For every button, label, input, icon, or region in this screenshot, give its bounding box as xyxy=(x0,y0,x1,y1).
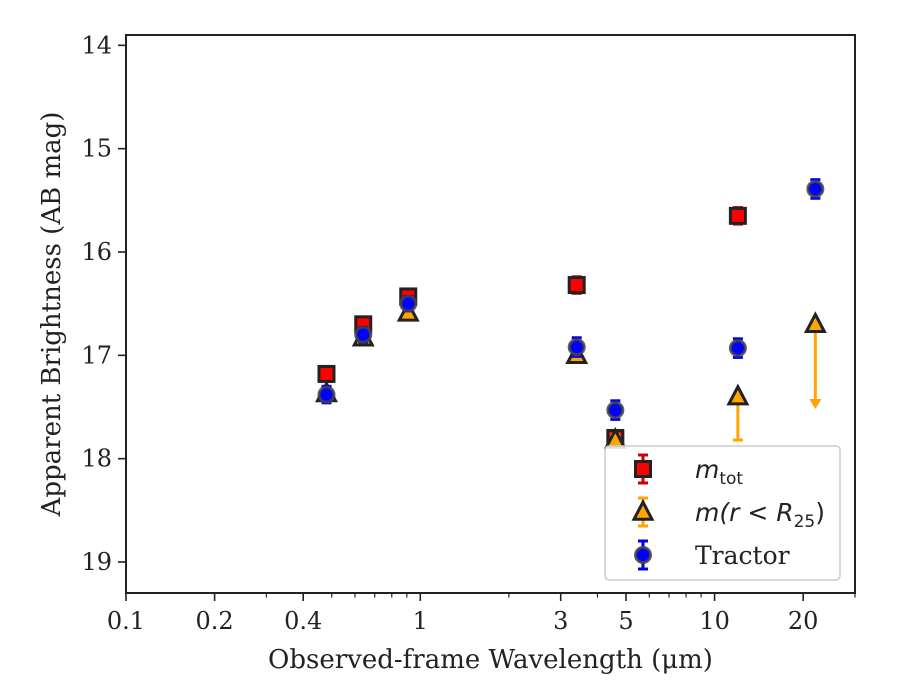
series-triangle-group xyxy=(315,299,827,449)
y-tick-label: 19 xyxy=(81,548,112,576)
data-markers xyxy=(315,178,827,449)
x-tick-label: 20 xyxy=(788,607,819,635)
x-tick-label: 0.4 xyxy=(284,607,322,635)
data-point-square xyxy=(317,364,336,383)
data-point-circle xyxy=(567,338,586,357)
data-point-triangle xyxy=(726,383,750,406)
y-tick-label: 17 xyxy=(81,341,112,369)
y-tick-label: 16 xyxy=(81,238,112,266)
y-tick-label: 14 xyxy=(81,31,112,59)
x-tick-label: 0.1 xyxy=(107,607,145,635)
x-tick-label: 5 xyxy=(618,607,633,635)
data-point-circle xyxy=(806,179,825,198)
y-axis-title: Apparent Brightness (AB mag) xyxy=(37,112,67,518)
x-axis-title: Observed-frame Wavelength (μm) xyxy=(268,645,713,675)
legend-marker-triangle xyxy=(631,498,655,521)
data-point-square xyxy=(728,206,747,225)
legend-marker-square xyxy=(634,460,652,478)
plot-area-frame xyxy=(125,34,856,594)
y-tick-label: 15 xyxy=(81,135,112,163)
x-tick-label: 0.2 xyxy=(196,607,234,635)
data-point-square xyxy=(567,276,586,295)
legend-label: mtot xyxy=(695,455,743,489)
data-point-circle xyxy=(606,401,625,420)
legend-label: m(r < R25) xyxy=(695,498,825,532)
legend-box xyxy=(604,445,841,581)
x-tick-label: 3 xyxy=(553,607,568,635)
legend-label: Tractor xyxy=(695,541,790,570)
legend: mtot m(r < R25) Tractor xyxy=(604,445,841,581)
upper-limit-arrow xyxy=(809,399,822,409)
axis-ticks: 0.1 0.2 0.4 1 3 5 10 20 14 15 16 17 18 19 xyxy=(81,31,856,635)
series-circle-group xyxy=(317,178,825,421)
legend-marker-circle xyxy=(634,546,652,564)
series-square-group xyxy=(317,206,747,447)
data-point-triangle xyxy=(803,311,827,334)
data-point-circle xyxy=(317,385,336,404)
x-tick-label: 1 xyxy=(413,607,428,635)
data-point-circle xyxy=(399,294,418,313)
data-point-circle xyxy=(728,339,747,358)
data-point-circle xyxy=(354,325,373,344)
x-tick-label: 10 xyxy=(699,607,730,635)
y-tick-label: 18 xyxy=(81,445,112,473)
